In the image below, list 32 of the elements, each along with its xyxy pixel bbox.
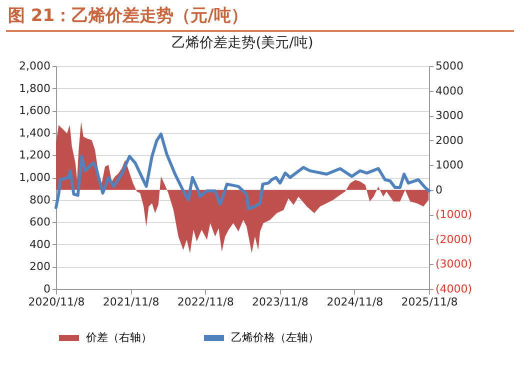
y2-tick-label: 1000 — [436, 158, 464, 172]
y2-tick-label: (3000) — [436, 258, 472, 271]
chart-title: 图 21：乙烯价差走势（元/吨） — [6, 4, 514, 32]
y2-tick-label: 2000 — [436, 134, 464, 147]
y-tick-label: 800 — [30, 193, 50, 206]
y-tick-label: 400 — [30, 238, 50, 251]
y2-tick-label: 3000 — [436, 109, 464, 122]
y-tick-label: 200 — [30, 260, 50, 274]
x-tick-label: 2023/11/8 — [252, 296, 308, 308]
y-tick-label: 1,600 — [19, 104, 50, 118]
y-tick-label: 2,000 — [19, 60, 50, 72]
x-tick-label: 2020/11/8 — [28, 296, 85, 308]
line-series — [54, 132, 430, 210]
y2-tick-label: (2000) — [436, 232, 472, 246]
y2-tick-label: 4000 — [436, 84, 464, 98]
y-tick-label: 0 — [44, 282, 50, 296]
y-tick-label: 1,000 — [19, 171, 50, 184]
y2-tick-label: (4000) — [436, 282, 472, 296]
x-tick-label: 2024/11/8 — [326, 296, 384, 308]
chart-subtitle: 乙烯价差走势(美元/吨) — [172, 35, 314, 51]
y-tick-label: 1,800 — [19, 82, 50, 95]
y-tick-label: 1,200 — [19, 148, 50, 162]
x-tick-label: 2025/11/8 — [401, 296, 458, 308]
y2-tick-label: 0 — [436, 183, 442, 196]
legend-label: 价差（右轴） — [85, 331, 152, 344]
legend-label: 乙烯价格（左轴） — [231, 331, 319, 344]
y-tick-label: 600 — [30, 216, 50, 229]
y2-tick-label: 5000 — [436, 60, 464, 72]
x-tick-label: 2022/11/8 — [177, 296, 234, 308]
y2-tick-label: (1000) — [436, 208, 472, 222]
y-tick-label: 1,400 — [19, 126, 50, 140]
x-tick-label: 2021/11/8 — [102, 296, 160, 308]
